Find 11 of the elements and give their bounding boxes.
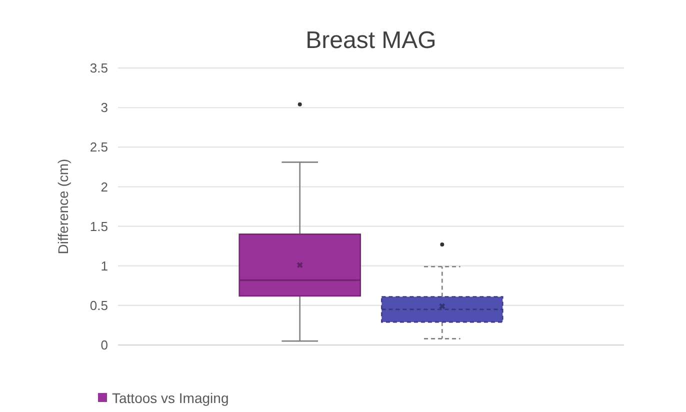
y-tick-label: 2.5 (90, 140, 108, 155)
y-tick-label: 3.5 (90, 60, 108, 76)
legend-label: Tattoos vs Imaging (112, 390, 229, 406)
y-tick-label: 2 (100, 179, 108, 194)
y-tick-label: 0.5 (90, 298, 108, 313)
y-axis-title: Difference (cm) (55, 158, 71, 254)
chart-title: Breast MAG (306, 27, 436, 54)
y-tick-label: 0 (100, 338, 108, 353)
y-tick-label: 1.5 (90, 218, 108, 234)
y-tick-label: 3 (100, 100, 108, 116)
y-tick-label: 1 (100, 258, 108, 274)
